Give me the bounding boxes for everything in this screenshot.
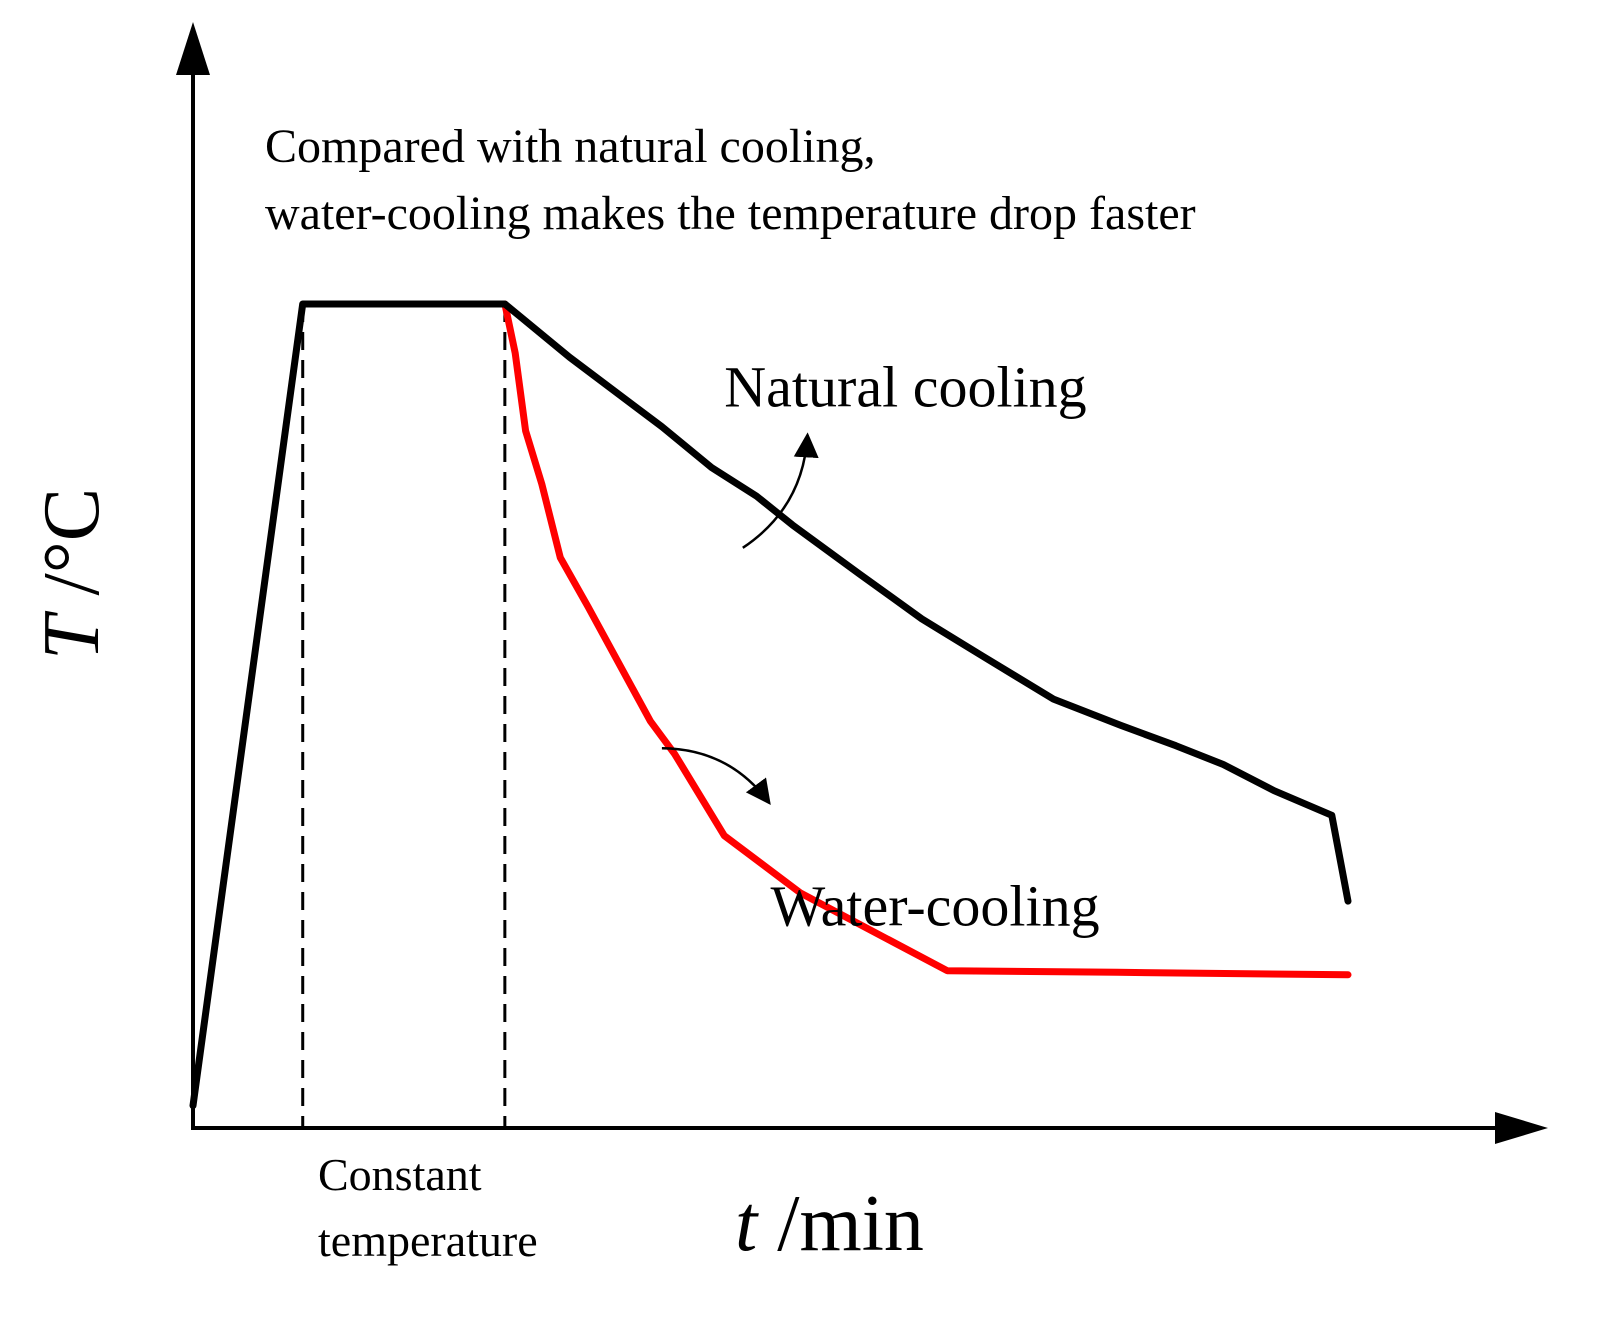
water-cooling-label-arrow <box>661 746 771 806</box>
series-line-water-cooling <box>501 300 1352 979</box>
annotation-line-2: water-cooling makes the temperature drop… <box>265 187 1196 240</box>
annotation-line-1: Compared with natural cooling, <box>265 120 876 173</box>
y-axis-label: T /°C <box>28 488 116 660</box>
x-axis-unit: /min <box>757 1180 924 1268</box>
series-line-natural-cooling <box>189 300 1352 1110</box>
series-label-water-cooling: Water-cooling <box>771 874 1100 939</box>
x-axis-arrow-icon <box>1495 1112 1548 1144</box>
series-label-natural-cooling: Natural cooling <box>724 354 1086 419</box>
region-label-line-2: temperature <box>318 1215 538 1266</box>
y-axis-unit: /°C <box>28 488 116 616</box>
x-axis-label: t /min <box>735 1180 924 1268</box>
region-label-line-1: Constant <box>318 1149 482 1200</box>
y-axis-arrow-icon <box>176 22 210 75</box>
y-axis-variable: T <box>28 610 116 660</box>
natural-cooling-label-arrow <box>742 432 819 549</box>
x-axis-variable: t <box>735 1180 759 1268</box>
